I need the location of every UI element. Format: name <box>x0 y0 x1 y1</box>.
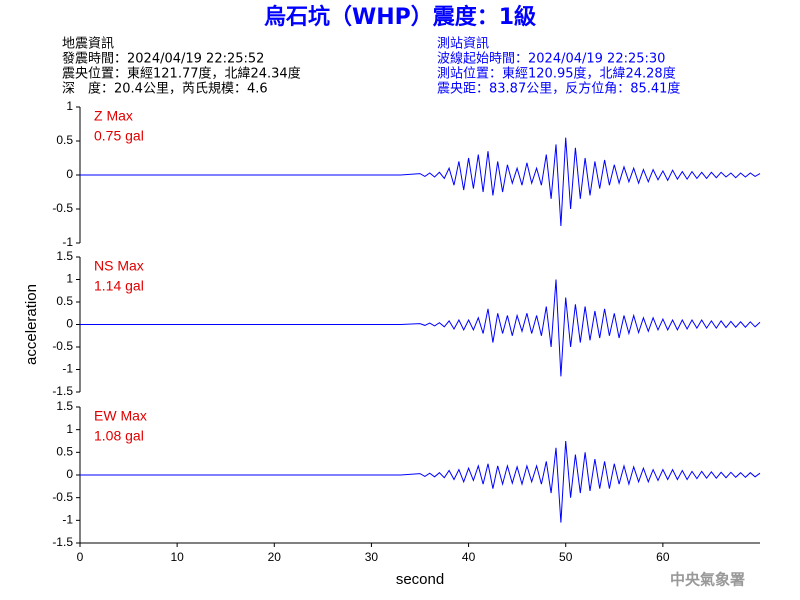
y-tick-label: -1 <box>62 513 73 527</box>
y-tick-label: -0.5 <box>52 201 73 215</box>
trace <box>80 137 761 227</box>
chart-title: 烏石坑（WHP）震度：1級 <box>264 4 536 30</box>
y-tick-label: 0 <box>66 467 73 481</box>
x-tick-label: 20 <box>268 550 282 564</box>
annotation: EW Max <box>94 408 147 424</box>
info-line: 深 度：20.4公里，芮氏規模：4.6 <box>62 81 268 97</box>
annotation: 1.14 gal <box>94 278 144 294</box>
info-line: 發震時間：2024/04/19 22:25:52 <box>62 52 264 67</box>
event-info: 地震資訊 發震時間：2024/04/19 22:25:52 震央位置：東經121… <box>62 37 301 97</box>
y-tick-label: 0.5 <box>56 133 73 147</box>
y-tick-label: 1 <box>66 422 73 436</box>
y-tick-label: 1 <box>66 99 73 113</box>
info-line: 測站資訊 <box>437 37 489 52</box>
annotation: 1.08 gal <box>94 428 144 444</box>
trace <box>80 440 761 523</box>
trace <box>80 279 761 377</box>
x-tick-label: 60 <box>656 550 670 564</box>
y-tick-label: 1 <box>66 272 73 286</box>
y-tick-label: -1.5 <box>52 535 73 549</box>
x-axis-label: second <box>396 571 444 588</box>
y-axis-label: acceleration <box>23 284 40 365</box>
y-tick-label: 0.5 <box>56 294 73 308</box>
station-info: 測站資訊 波線起始時間：2024/04/19 22:25:30 測站位置：東經1… <box>437 37 680 97</box>
y-tick-label: 0 <box>66 167 73 181</box>
y-tick-label: -1.5 <box>52 384 73 398</box>
y-tick-label: -1 <box>62 362 73 376</box>
annotation: NS Max <box>94 258 144 274</box>
annotation: Z Max <box>94 108 133 124</box>
annotation: 0.75 gal <box>94 128 144 144</box>
x-tick-label: 30 <box>365 550 379 564</box>
x-tick-label: 40 <box>462 550 476 564</box>
info-line: 地震資訊 <box>62 37 114 52</box>
y-tick-label: -0.5 <box>52 339 73 353</box>
info-line: 波線起始時間：2024/04/19 22:25:30 <box>437 51 665 67</box>
info-line: 震央位置：東經121.77度，北緯24.34度 <box>62 66 301 82</box>
y-tick-label: 1.5 <box>56 249 73 263</box>
footer: 中央氣象署 <box>670 571 745 589</box>
x-tick-label: 10 <box>170 550 184 564</box>
y-tick-label: 1.5 <box>56 399 73 413</box>
info-line: 測站位置：東經120.95度，北緯24.28度 <box>437 66 676 82</box>
y-tick-label: 0.5 <box>56 445 73 459</box>
y-tick-label: -0.5 <box>52 490 73 504</box>
x-tick-label: 50 <box>559 550 573 564</box>
info-line: 震央距：83.87公里，反方位角：85.41度 <box>437 81 680 97</box>
y-tick-label: -1 <box>62 235 73 249</box>
x-tick-label: 0 <box>77 550 84 564</box>
y-tick-label: 0 <box>66 317 73 331</box>
